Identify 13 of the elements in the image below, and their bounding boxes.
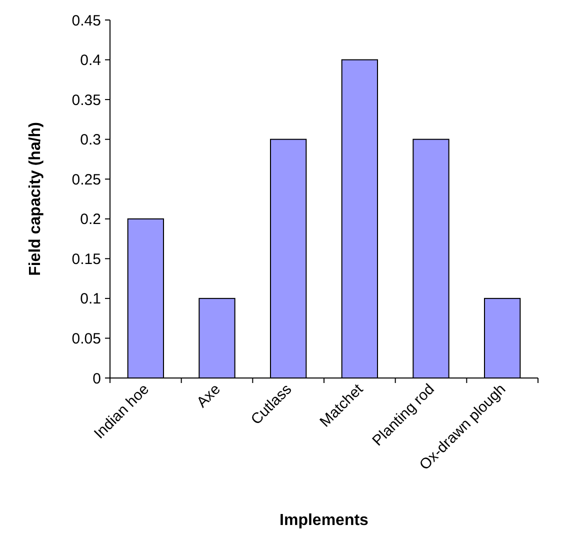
y-axis-title: Field capacity (ha/h)	[27, 122, 44, 276]
x-tick-label: Axe	[194, 380, 224, 412]
y-tick-label: 0.05	[72, 330, 101, 348]
y-tick-label: 0.1	[80, 290, 101, 308]
y-tick-label: 0.4	[80, 52, 101, 70]
x-axis-title: Implements	[280, 512, 369, 529]
y-tick-label: 0.35	[72, 92, 101, 109]
y-tick-label: 0.25	[72, 171, 101, 188]
y-tick-label: 0.15	[72, 250, 101, 268]
y-tick-label: 0.3	[80, 132, 101, 149]
y-tick-label: 0.45	[72, 12, 101, 30]
y-tick-label: 0.2	[80, 211, 101, 228]
y-tick-label: 0	[92, 370, 101, 388]
